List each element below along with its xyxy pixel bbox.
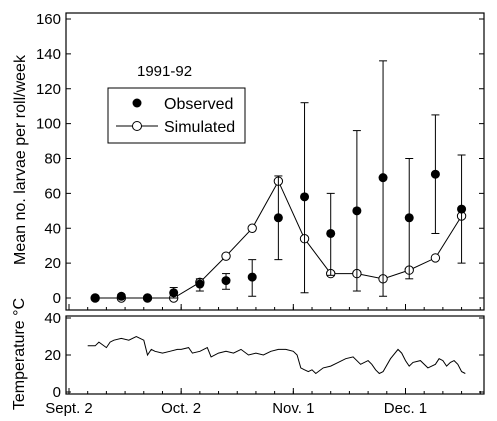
top-y-axis: 0 20 40 60 80 100 120 140 160 (36, 11, 484, 307)
top-y-tick-label: 80 (44, 151, 61, 168)
x-tick-label: Oct. 2 (161, 400, 201, 417)
observed-series (90, 60, 467, 303)
top-y-tick-label: 0 (53, 290, 61, 307)
observed-point (300, 192, 310, 202)
legend-observed-label: Observed (164, 96, 233, 113)
top-y-axis-title: Mean no. larvae per roll/week (12, 54, 29, 265)
temperature-line (87, 335, 466, 375)
observed-point (273, 213, 283, 223)
observed-point (116, 291, 126, 301)
observed-point (90, 293, 100, 303)
top-y-tick-label: 40 (44, 220, 61, 237)
observed-point (169, 288, 179, 298)
top-y-tick-label: 120 (36, 81, 61, 98)
observed-point (247, 272, 257, 282)
top-y-tick-label: 160 (36, 11, 61, 28)
top-plot-frame (65, 12, 485, 311)
top-y-tick-label: 140 (36, 46, 61, 63)
observed-point (404, 213, 414, 223)
x-tick-label: Nov. 1 (272, 400, 314, 417)
observed-point (352, 206, 362, 216)
top-x-axis (68, 304, 481, 310)
observed-point (221, 276, 231, 286)
observed-point (326, 228, 336, 238)
observed-point (378, 173, 388, 183)
observed-point (143, 293, 153, 303)
bottom-y-tick-label: 0 (53, 384, 61, 401)
legend-observed-marker (132, 98, 142, 108)
simulated-point (221, 251, 231, 261)
observed-point (457, 204, 467, 214)
x-tick-label: Dec. 1 (384, 400, 427, 417)
bottom-x-axis: Sept. 2 Oct. 2 Nov. 1 Dec. 1 (45, 388, 481, 417)
legend-simulated-label: Simulated (164, 119, 235, 136)
bottom-plot-frame (65, 315, 485, 395)
top-y-tick-label: 60 (44, 185, 61, 202)
simulated-point (247, 223, 257, 233)
simulated-point (430, 253, 441, 263)
observed-point (430, 169, 440, 179)
top-y-tick-label: 20 (44, 255, 61, 272)
legend: Observed Simulated (107, 87, 246, 144)
bottom-y-tick-label: 20 (44, 347, 61, 364)
bottom-y-tick-label: 40 (44, 310, 61, 327)
legend-box (107, 87, 246, 144)
bottom-y-axis-title: Temperature °C (11, 298, 28, 410)
temperature-series (87, 335, 466, 375)
season-annotation: 1991-92 (137, 63, 192, 80)
legend-simulated-marker (132, 121, 142, 131)
observed-point (195, 279, 205, 289)
x-tick-label: Sept. 2 (45, 400, 93, 417)
bottom-y-axis: 0 20 40 (44, 310, 484, 401)
top-y-tick-label: 100 (36, 116, 61, 133)
